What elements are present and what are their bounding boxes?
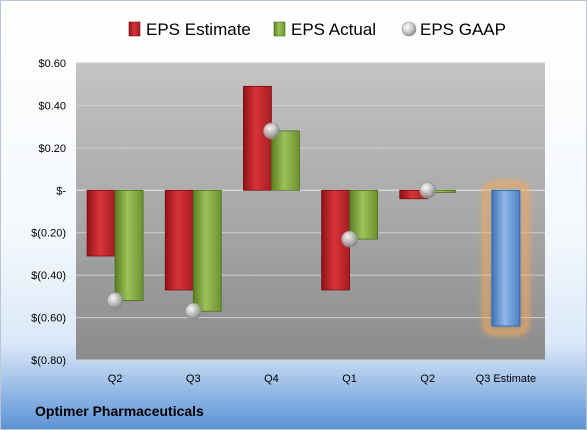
legend-label: EPS Estimate xyxy=(146,20,251,39)
y-tick-label: $- xyxy=(56,185,66,197)
forecast-glow xyxy=(482,180,530,336)
y-tick-label: $0.20 xyxy=(38,143,66,155)
x-tick-label: Q3 Estimate xyxy=(476,373,537,385)
x-tick-label: Q2 xyxy=(108,373,123,385)
gridlines xyxy=(76,62,545,361)
legend: EPS Estimate EPS Actual EPS GAAP xyxy=(128,20,506,39)
bar-estimate xyxy=(86,189,116,257)
y-tick-label: $0.60 xyxy=(38,58,66,70)
gaap-marker xyxy=(419,181,437,199)
y-tick-label: $0.40 xyxy=(38,100,66,112)
bar-actual xyxy=(114,189,144,302)
x-tick-label: Q3 xyxy=(186,373,201,385)
bar-estimate-forecast xyxy=(491,189,521,327)
x-axis-ticks: Q2 Q3 Q4 Q1 Q2 Q3 Estimate xyxy=(108,373,536,385)
legend-label: EPS GAAP xyxy=(420,20,506,39)
bar-actual xyxy=(349,189,378,240)
gaap-markers xyxy=(106,122,437,320)
y-tick-label: $(0.20) xyxy=(31,228,66,240)
legend-label: EPS Actual xyxy=(291,20,376,39)
company-name: Optimer Pharmaceuticals xyxy=(35,403,204,419)
bar-actual xyxy=(192,189,222,312)
legend-swatch xyxy=(273,21,286,37)
gaap-marker xyxy=(184,302,202,320)
legend-swatch xyxy=(401,21,417,37)
plot-area xyxy=(76,63,545,360)
y-tick-label: $(0.80) xyxy=(31,355,66,367)
y-axis-ticks: $0.60 $0.40 $0.20 $- $(0.20) $(0.40) $(0.60) $(… xyxy=(31,58,66,367)
x-tick-label: Q2 xyxy=(420,373,435,385)
gaap-marker xyxy=(341,230,358,248)
y-tick-label: $(0.60) xyxy=(31,313,66,325)
bars xyxy=(86,85,530,336)
bar-estimate xyxy=(243,85,272,191)
x-tick-label: Q4 xyxy=(264,373,279,385)
x-tick-label: Q1 xyxy=(342,373,357,385)
gaap-marker xyxy=(106,292,124,309)
legend-swatch xyxy=(128,21,141,37)
bar-actual xyxy=(271,130,300,191)
gaap-marker xyxy=(263,122,280,140)
y-tick-label: $(0.40) xyxy=(31,270,66,282)
bar-estimate xyxy=(164,189,194,291)
